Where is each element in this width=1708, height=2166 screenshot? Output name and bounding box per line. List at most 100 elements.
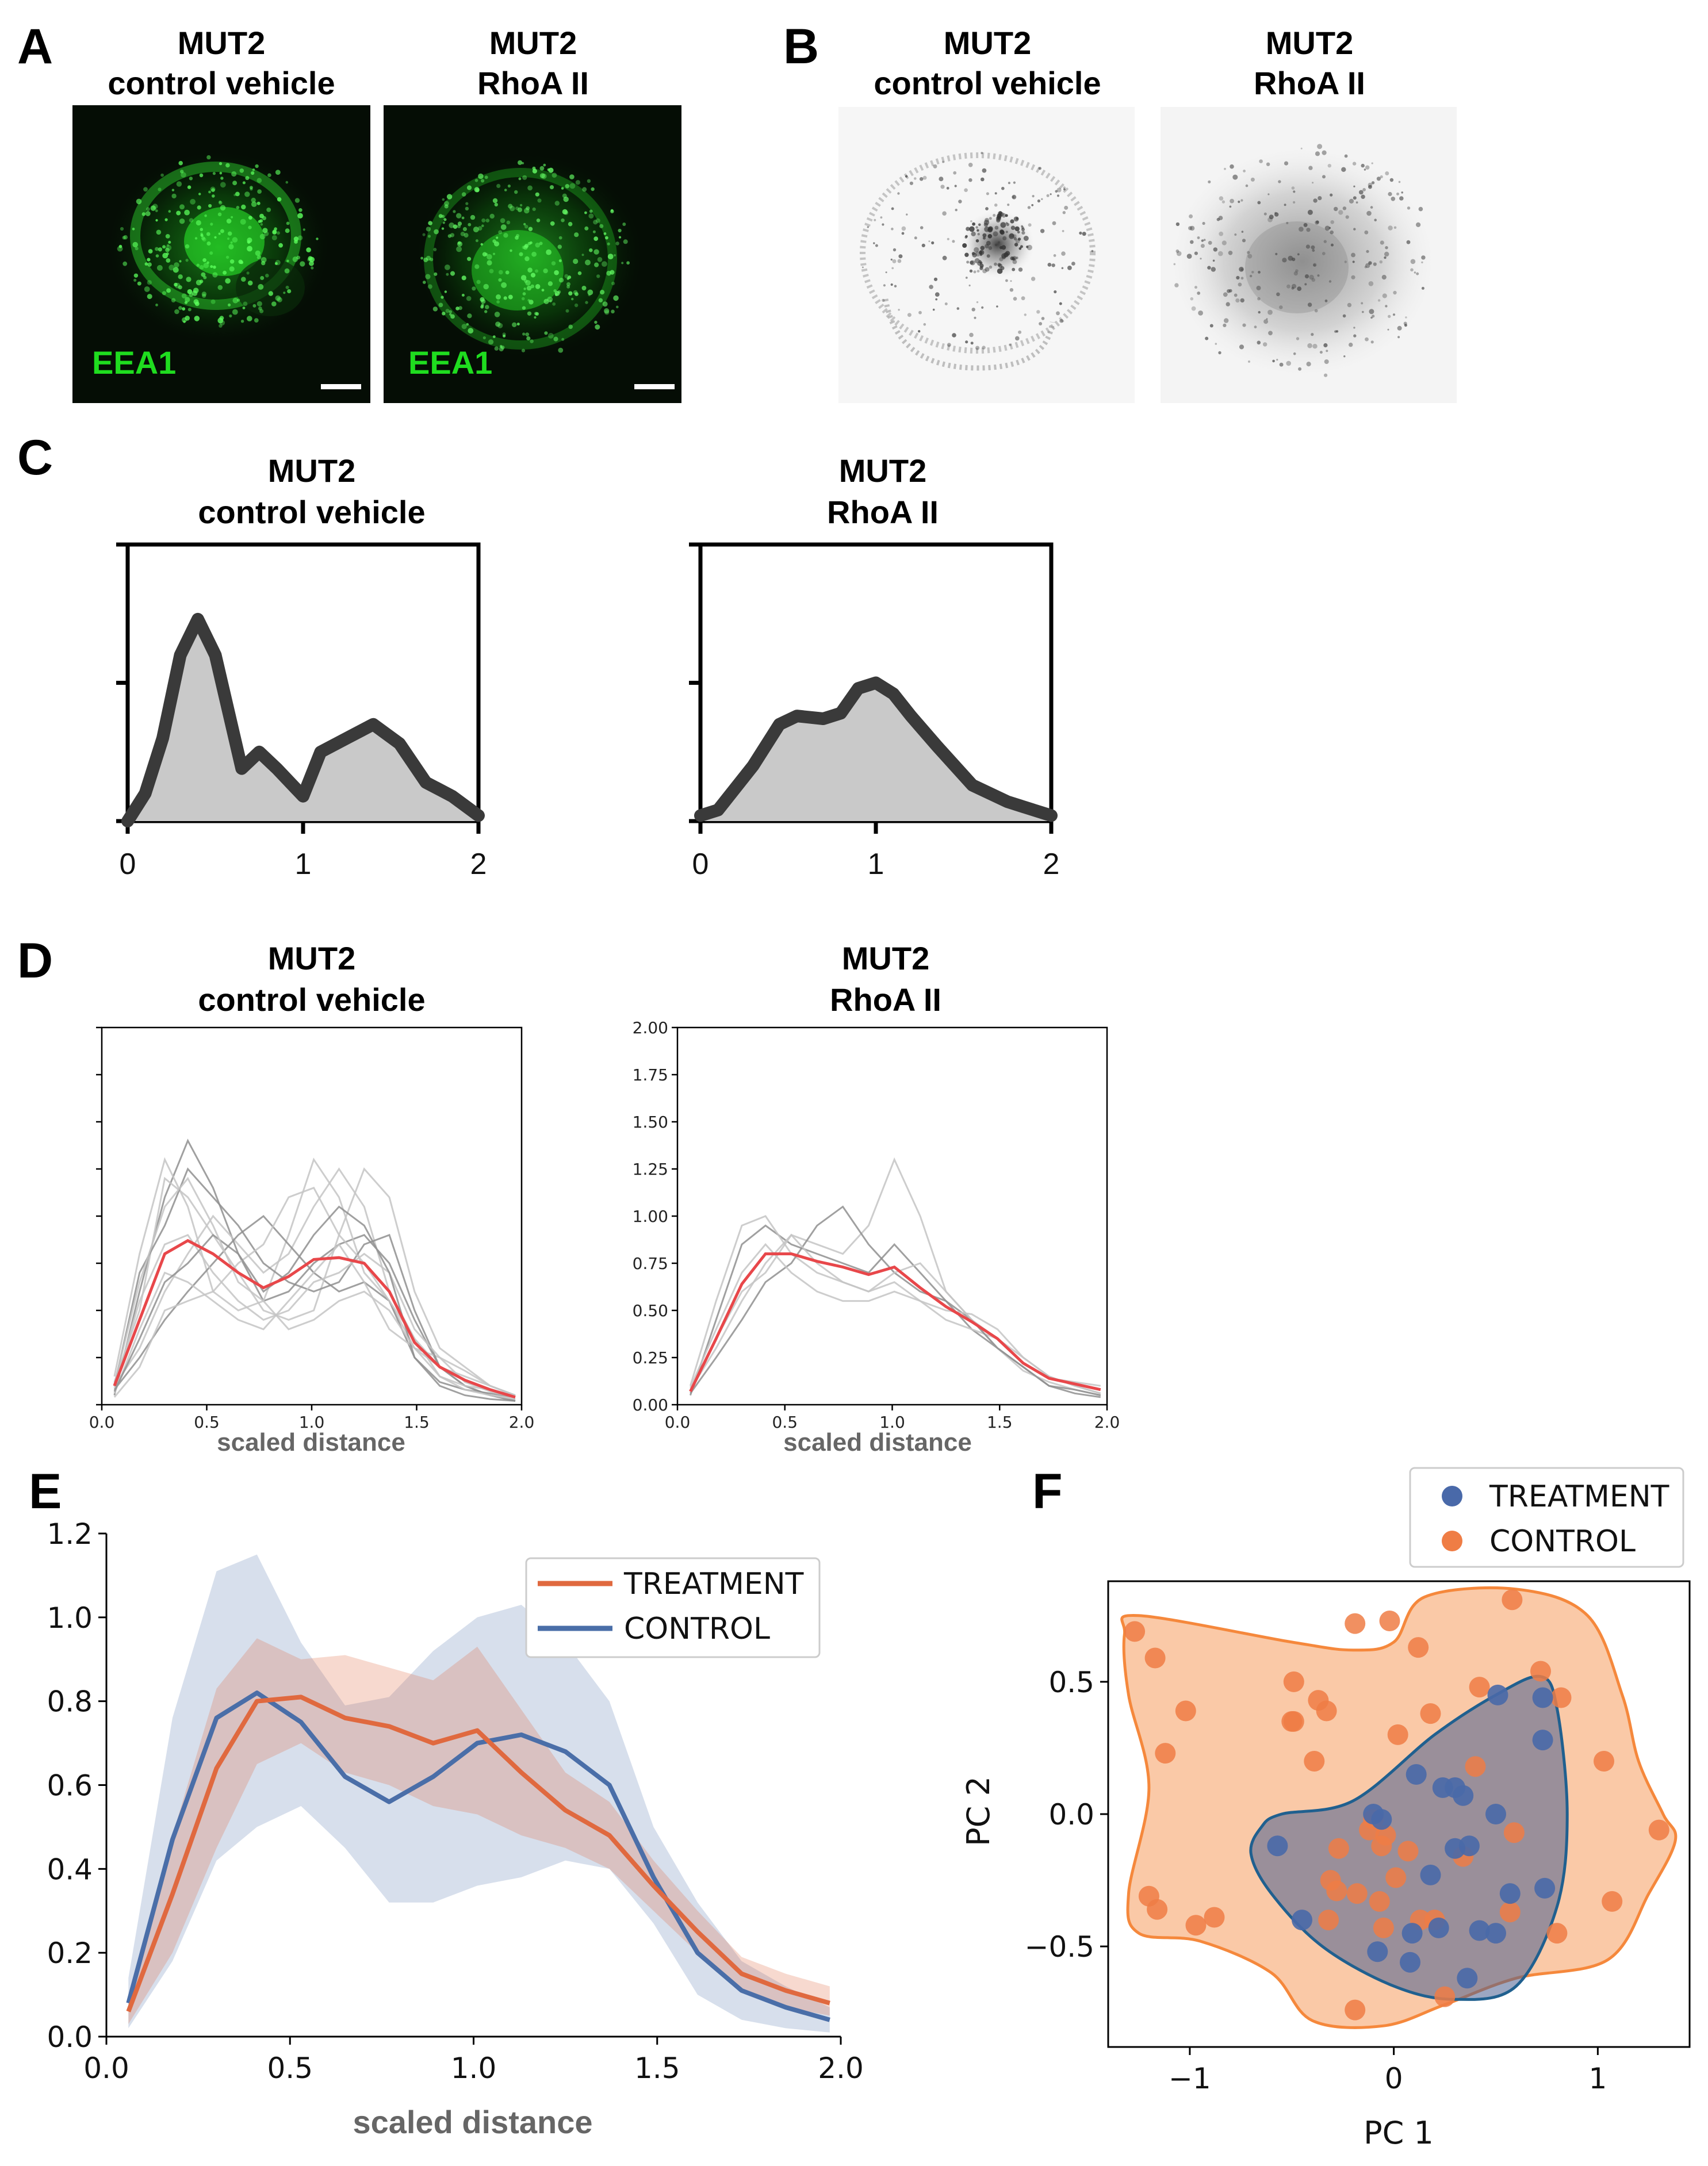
- speckle: [1370, 206, 1373, 209]
- speckle: [241, 204, 246, 210]
- speckle: [506, 220, 511, 225]
- speckle: [174, 282, 181, 289]
- pca-point-treatment: [1458, 1835, 1480, 1857]
- speckle: [308, 256, 313, 261]
- speckle: [166, 258, 171, 263]
- speckle: [1276, 292, 1280, 297]
- speckle: [1247, 251, 1250, 254]
- speckle: [1410, 259, 1416, 264]
- speckle: [168, 210, 171, 213]
- speckle: [1269, 214, 1274, 220]
- speckle: [200, 233, 204, 237]
- speckle: [1410, 268, 1414, 272]
- speckle: [928, 240, 930, 243]
- speckle: [493, 252, 495, 255]
- speckle: [178, 274, 183, 279]
- speckle: [1342, 314, 1346, 318]
- speckle: [178, 160, 183, 166]
- speckle: [970, 220, 972, 223]
- speckle: [256, 201, 261, 205]
- speckle: [988, 226, 993, 232]
- speckle: [461, 192, 466, 197]
- speckle: [472, 286, 476, 291]
- speckle: [1189, 225, 1195, 231]
- speckle: [1364, 230, 1369, 235]
- pca-point-treatment: [1532, 1730, 1553, 1751]
- speckle: [549, 185, 554, 190]
- speckle: [1079, 231, 1082, 235]
- speckle: [489, 269, 494, 274]
- speckle: [537, 198, 542, 203]
- speckle: [985, 207, 989, 210]
- speckle: [1036, 310, 1040, 314]
- speckle: [232, 237, 238, 243]
- speckle: [250, 187, 253, 191]
- speckle: [1304, 283, 1307, 286]
- speckle: [1257, 201, 1261, 205]
- speckle: [1082, 232, 1086, 236]
- speckle: [1370, 340, 1374, 344]
- speckle: [474, 179, 478, 182]
- panel-b-image-control: [838, 107, 1135, 403]
- speckle: [592, 230, 596, 233]
- speckle: [117, 246, 123, 252]
- speckle: [136, 198, 142, 205]
- speckle: [568, 324, 573, 329]
- speckle: [524, 279, 528, 283]
- speckle: [484, 175, 488, 179]
- speckle: [964, 252, 969, 257]
- speckle: [1406, 240, 1411, 244]
- panel-letter-e: E: [29, 1464, 62, 1519]
- speckle: [1297, 253, 1300, 256]
- speckle: [1267, 193, 1270, 195]
- speckle: [453, 224, 458, 229]
- x-tick-label: 1: [868, 848, 884, 881]
- speckle: [1240, 277, 1244, 280]
- speckle: [171, 193, 177, 199]
- speckle: [201, 272, 206, 277]
- speckle: [909, 181, 913, 185]
- speckle: [1053, 254, 1056, 257]
- speckle: [230, 241, 233, 244]
- panel-d2-title-line1: MUT2: [842, 940, 929, 976]
- speckle: [882, 223, 884, 226]
- speckle: [518, 160, 523, 165]
- speckle: [316, 237, 319, 240]
- speckle: [546, 249, 552, 255]
- speckle: [980, 246, 985, 251]
- speckle: [565, 184, 570, 189]
- speckle: [444, 204, 449, 209]
- speckle: [470, 214, 476, 220]
- speckle: [510, 205, 515, 212]
- speckle: [1202, 221, 1205, 225]
- speckle: [481, 218, 486, 223]
- speckle: [196, 263, 200, 267]
- speckle: [1312, 263, 1317, 267]
- speckle: [1300, 147, 1303, 149]
- speckle: [568, 221, 573, 227]
- speckle: [986, 240, 991, 246]
- panel-b-title-2-line1: MUT2: [1266, 25, 1353, 61]
- speckle: [196, 220, 201, 226]
- speckle: [185, 297, 190, 302]
- pca-point-treatment: [1367, 1941, 1388, 1962]
- pca-point-control: [1502, 1589, 1523, 1611]
- speckle: [1376, 177, 1381, 181]
- speckle: [585, 259, 591, 266]
- speckle: [225, 278, 231, 284]
- speckle: [610, 209, 614, 213]
- x-tick-label: 2: [1043, 848, 1060, 881]
- speckle: [964, 236, 967, 239]
- speckle: [1311, 278, 1316, 282]
- speckle: [1293, 352, 1296, 355]
- speckle: [1257, 297, 1261, 301]
- speckle: [297, 213, 303, 219]
- speckle: [1256, 285, 1261, 290]
- speckle: [449, 310, 453, 313]
- speckle: [219, 324, 223, 328]
- speckle: [165, 247, 170, 252]
- speckle: [475, 239, 478, 243]
- speckle: [974, 258, 980, 263]
- speckle: [1208, 180, 1211, 183]
- speckle: [220, 177, 224, 180]
